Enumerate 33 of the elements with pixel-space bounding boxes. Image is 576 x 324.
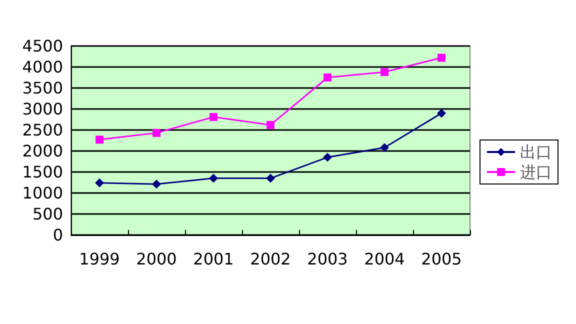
y-tick-label: 1500	[22, 162, 63, 182]
point	[266, 120, 274, 129]
point	[210, 112, 218, 121]
y-tick-label: 4000	[22, 58, 63, 76]
point	[438, 54, 446, 62]
legend-label: 进口	[520, 162, 552, 182]
y-tick-label: 3000	[22, 100, 63, 118]
point	[266, 174, 275, 183]
point	[323, 152, 332, 162]
point	[209, 174, 218, 183]
x-tick-label: 1999	[79, 250, 120, 268]
y-tick-label: 0	[52, 226, 63, 244]
x-tick-label: 2005	[421, 250, 462, 268]
x-tick-label: 2001	[193, 250, 234, 268]
legend-label: 出口	[520, 142, 552, 162]
point	[96, 136, 104, 144]
y-tick-label: 3500	[22, 78, 63, 98]
point	[95, 178, 104, 188]
point	[437, 108, 446, 118]
y-tick-label: 2500	[22, 120, 63, 140]
y-tick-label: 1000	[22, 184, 63, 202]
y-tick-label: 500	[32, 204, 63, 224]
point	[324, 74, 332, 82]
y-tick-label: 2000	[22, 142, 63, 160]
point	[152, 128, 160, 137]
x-tick-label: 2003	[307, 250, 348, 268]
point	[380, 68, 388, 76]
y-tick-label: 4500	[22, 36, 63, 56]
x-tick-label: 2002	[250, 250, 291, 268]
point	[380, 143, 389, 152]
point	[152, 180, 161, 189]
x-tick-label: 2004	[364, 250, 405, 268]
x-tick-label: 2000	[136, 250, 177, 268]
